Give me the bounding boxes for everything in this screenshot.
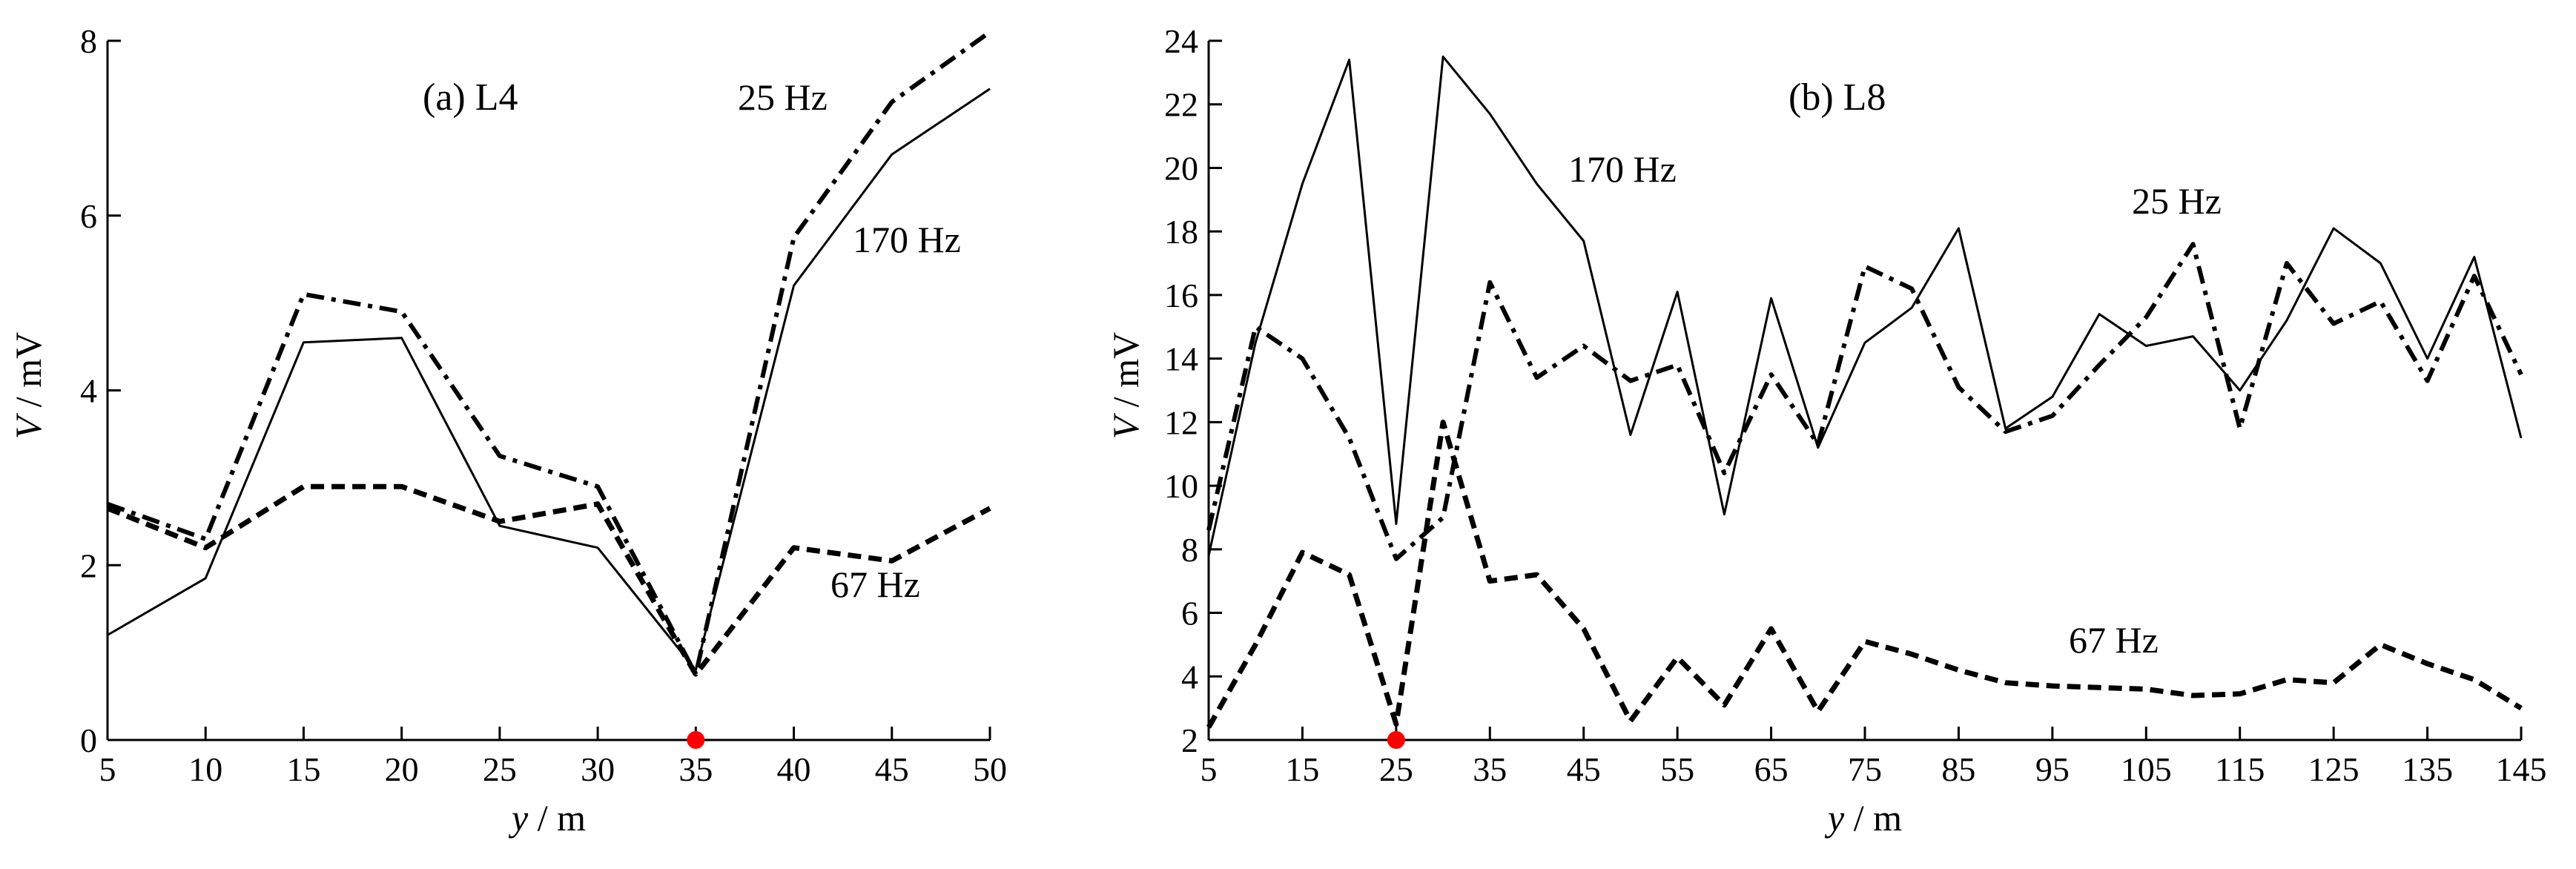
series-label: 25 Hz <box>2132 180 2222 222</box>
panel-b: 5 15 25 35 45 55 65 75 85 95 105 115 125 135 145246810… <box>1105 22 2547 839</box>
y-tick-label: 14 <box>1164 340 1198 378</box>
x-tick-label: 95 <box>2035 750 2070 788</box>
series-line-25hz <box>106 30 991 677</box>
red-marker <box>1387 731 1405 749</box>
x-tick-label: 125 <box>2308 750 2359 788</box>
y-tick-label: 4 <box>1181 658 1198 695</box>
y-tick-label: 2 <box>1181 721 1198 759</box>
y-tick-label: 2 <box>80 546 97 584</box>
y-tick-label: 18 <box>1164 213 1198 251</box>
series-label: 67 Hz <box>2069 619 2159 661</box>
y-tick-label: 6 <box>80 197 97 235</box>
x-tick-label: 85 <box>1941 750 1975 788</box>
y-tick-label: 0 <box>80 721 97 759</box>
x-tick-label: 75 <box>1848 750 1882 788</box>
series-label: 170 Hz <box>853 219 961 260</box>
panel-title: (b) L8 <box>1789 76 1886 119</box>
x-tick-label: 5 <box>1201 750 1218 788</box>
series-line-170hz <box>107 87 991 672</box>
series-line-25hz <box>1206 242 2523 561</box>
x-tick-label: 115 <box>2215 750 2265 788</box>
y-tick-label: 4 <box>80 372 97 410</box>
red-marker <box>687 731 705 749</box>
y-axis-label: V / mV <box>7 332 49 439</box>
panel-a: 5 10 15 20 25 30 35 40 45 50 0 2 4 6 8 25 Hz 170 Hz 67 Hz… <box>7 22 1007 839</box>
x-axis-label: y / m <box>1824 797 1902 839</box>
panel-title: (a) L4 <box>423 76 518 119</box>
x-tick-label: 105 <box>2121 750 2172 788</box>
x-tick-label: 30 <box>581 750 615 788</box>
x-tick-label: 55 <box>1660 750 1694 788</box>
y-axis-label: V / mV <box>1105 332 1146 439</box>
series-line-67hz <box>1206 419 2523 729</box>
x-tick-label: 35 <box>678 750 713 788</box>
y-tick-label: 20 <box>1164 149 1198 187</box>
x-tick-label: 50 <box>973 750 1007 788</box>
x-tick-label: 20 <box>385 750 419 788</box>
series-label: 170 Hz <box>1568 148 1677 190</box>
x-tick-label: 10 <box>188 750 222 788</box>
y-tick-label: 10 <box>1164 467 1198 505</box>
y-tick-label: 6 <box>1181 595 1198 632</box>
x-axis-label: y / m <box>508 797 586 839</box>
series-label: 67 Hz <box>830 564 920 605</box>
x-tick-label: 15 <box>1285 750 1319 788</box>
y-tick-label: 8 <box>80 22 97 60</box>
x-tick-label: 25 <box>1379 750 1413 788</box>
x-tick-label: 35 <box>1473 750 1507 788</box>
x-tick-label: 145 <box>2496 750 2547 788</box>
x-tick-label: 15 <box>286 750 320 788</box>
series-label: 25 Hz <box>738 76 828 118</box>
x-tick-label: 45 <box>875 750 909 788</box>
y-tick-label: 12 <box>1164 403 1198 441</box>
x-tick-label: 65 <box>1754 750 1789 788</box>
y-tick-label: 24 <box>1164 22 1198 60</box>
x-tick-label: 25 <box>483 750 517 788</box>
x-tick-label: 45 <box>1567 750 1601 788</box>
x-tick-label: 40 <box>777 750 811 788</box>
x-tick-label: 135 <box>2402 750 2453 788</box>
x-tick-label: 5 <box>99 750 116 788</box>
y-tick-label: 16 <box>1164 277 1198 314</box>
y-tick-label: 22 <box>1164 86 1198 124</box>
series-line-170hz <box>1207 55 2523 556</box>
y-tick-label: 8 <box>1181 531 1198 569</box>
